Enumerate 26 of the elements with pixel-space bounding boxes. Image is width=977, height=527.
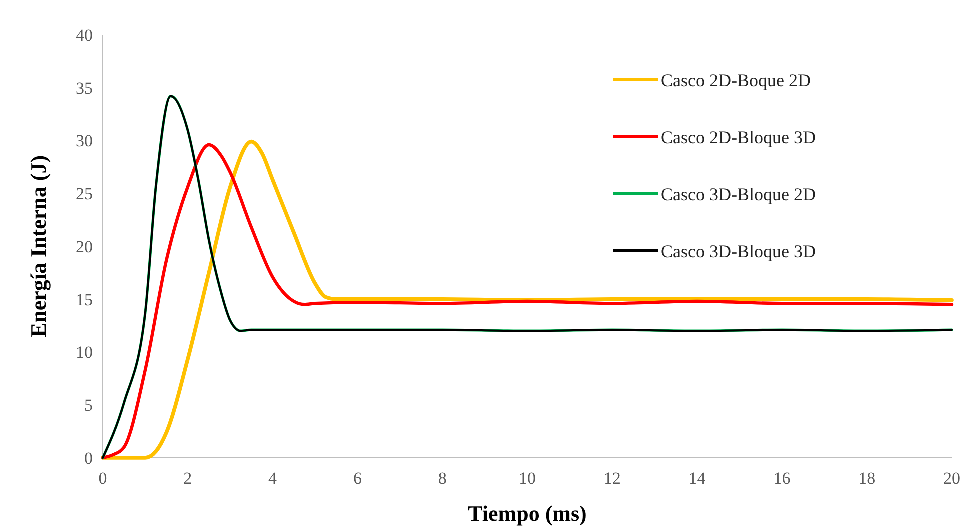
y-tick-label: 30: [76, 132, 93, 151]
x-tick-label: 12: [604, 469, 621, 488]
legend-label: Casco 2D-Boque 2D: [661, 70, 811, 90]
x-tick-label: 18: [858, 469, 876, 488]
y-tick-label: 0: [84, 448, 93, 468]
y-tick-label: 40: [76, 26, 93, 45]
legend-label: Casco 3D-Bloque 2D: [661, 184, 816, 204]
x-tick-label: 0: [98, 469, 108, 488]
x-tick-label: 6: [353, 469, 362, 488]
x-tick-label: 20: [944, 469, 960, 488]
x-tick-label: 14: [688, 469, 706, 488]
legend-label: Casco 3D-Bloque 3D: [661, 241, 816, 262]
y-tick-label: 35: [76, 78, 93, 98]
y-tick-label: 5: [84, 396, 93, 416]
y-tick-label: 25: [76, 184, 93, 204]
y-axis-title: Energía Interna (J): [26, 155, 51, 338]
x-tick-label: 16: [774, 469, 791, 488]
x-tick-label: 10: [519, 469, 536, 488]
y-tick-label: 10: [76, 343, 93, 362]
y-tick-label: 20: [76, 237, 93, 256]
legend-label: Casco 2D-Bloque 3D: [661, 127, 816, 148]
y-tick-label: 15: [76, 290, 93, 310]
x-axis-title: Tiempo (ms): [468, 501, 587, 526]
x-tick-label: 8: [438, 469, 447, 488]
x-tick-label: 2: [184, 469, 192, 488]
x-tick-label: 4: [268, 469, 278, 488]
